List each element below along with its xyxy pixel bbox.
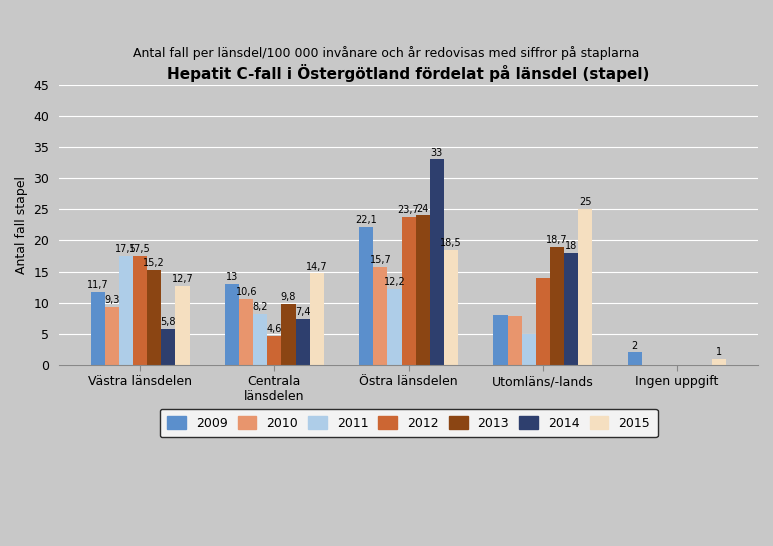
Text: 12,2: 12,2	[383, 277, 405, 287]
Bar	[105, 307, 119, 365]
Text: 5,8: 5,8	[161, 317, 176, 327]
Text: 11,7: 11,7	[87, 280, 109, 290]
Text: 13: 13	[226, 272, 238, 282]
Bar	[295, 319, 310, 365]
Bar	[387, 289, 401, 365]
Bar	[508, 316, 522, 365]
Text: 9,3: 9,3	[104, 295, 120, 305]
Bar	[359, 227, 373, 365]
Text: 17,5: 17,5	[129, 244, 151, 254]
Bar	[522, 334, 536, 365]
Text: 18,5: 18,5	[440, 238, 461, 248]
Bar	[281, 304, 295, 365]
Text: 4,6: 4,6	[267, 324, 282, 334]
Text: 33: 33	[431, 147, 443, 158]
Bar	[373, 267, 387, 365]
Bar	[133, 256, 148, 365]
Bar	[148, 270, 162, 365]
Text: 1: 1	[716, 347, 722, 357]
Text: 9,8: 9,8	[281, 292, 296, 302]
Bar	[536, 278, 550, 365]
Bar	[550, 247, 564, 365]
Bar	[239, 299, 254, 365]
Text: 15,2: 15,2	[144, 258, 165, 269]
Bar	[162, 329, 175, 365]
Bar	[401, 217, 416, 365]
Text: 18,7: 18,7	[546, 235, 567, 245]
Bar	[578, 209, 592, 365]
Bar	[175, 286, 189, 365]
Text: 8,2: 8,2	[253, 302, 268, 312]
Text: 7,4: 7,4	[295, 307, 310, 317]
Bar	[564, 253, 578, 365]
Text: 25: 25	[579, 197, 591, 207]
Bar	[267, 336, 281, 365]
Text: 12,7: 12,7	[172, 274, 193, 284]
Text: 10,6: 10,6	[236, 287, 257, 297]
Bar	[430, 159, 444, 365]
Text: 23,7: 23,7	[397, 205, 420, 216]
Text: 15,7: 15,7	[369, 256, 391, 265]
Bar	[628, 353, 642, 365]
Bar	[416, 216, 430, 365]
Legend: 2009, 2010, 2011, 2012, 2013, 2014, 2015: 2009, 2010, 2011, 2012, 2013, 2014, 2015	[159, 408, 658, 437]
Bar	[254, 314, 267, 365]
Text: Antal fall per länsdel/100 000 invånare och år redovisas med siffror på staplarn: Antal fall per länsdel/100 000 invånare …	[133, 46, 640, 61]
Text: 2: 2	[632, 341, 638, 351]
Bar	[712, 359, 727, 365]
Bar	[225, 284, 239, 365]
Text: 18: 18	[565, 241, 577, 251]
Bar	[493, 315, 508, 365]
Text: 14,7: 14,7	[306, 262, 328, 271]
Y-axis label: Antal fall stapel: Antal fall stapel	[15, 176, 28, 274]
Text: 22,1: 22,1	[356, 216, 377, 225]
Text: 17,5: 17,5	[115, 244, 137, 254]
Bar	[444, 250, 458, 365]
Text: 24: 24	[417, 204, 429, 213]
Bar	[310, 274, 324, 365]
Title: Hepatit C-fall i Östergötland fördelat på länsdel (stapel): Hepatit C-fall i Östergötland fördelat p…	[168, 64, 650, 82]
Bar	[91, 292, 105, 365]
Bar	[119, 256, 133, 365]
